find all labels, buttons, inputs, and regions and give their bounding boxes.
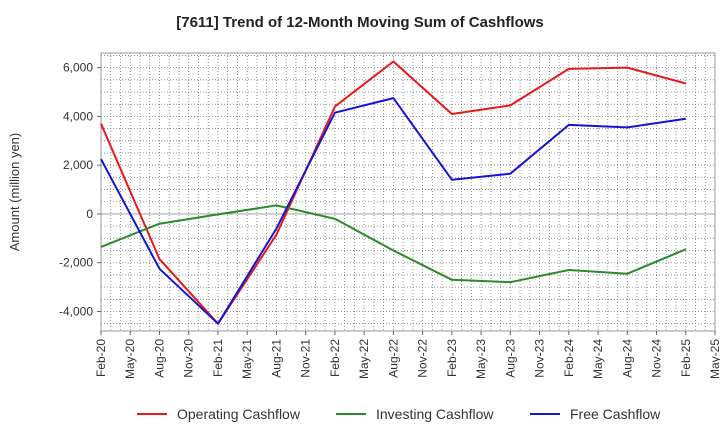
series-line-operating-cashflow: [100, 60, 687, 325]
x-tick-label: May-21: [240, 339, 254, 379]
y-tick-label: 4,000: [63, 109, 93, 123]
chart-title: [7611] Trend of 12-Month Moving Sum of C…: [176, 14, 544, 31]
x-tick-label: May-20: [123, 339, 137, 379]
y-tick-label: 0: [86, 207, 93, 221]
legend-label: Operating Cashflow: [177, 406, 301, 422]
plot-frame: [100, 52, 716, 332]
x-tick-label: Aug-23: [503, 339, 517, 378]
y-axis-label: Amount (million yen): [7, 133, 22, 252]
x-tick-label: Nov-20: [182, 339, 196, 378]
axes: 6,000 4,000 2,000 0 -2,000 -4,000 Feb-20 May-20…: [7, 52, 720, 379]
x-tick-label: Nov-24: [650, 339, 664, 378]
y-tick-label: -2,000: [59, 256, 93, 270]
x-tick-label: May-23: [474, 339, 488, 379]
x-tick-label: Feb-22: [328, 339, 342, 377]
y-tick-label: 2,000: [63, 158, 93, 172]
x-tick-label: May-25: [708, 339, 720, 379]
x-tick-label: May-22: [357, 339, 371, 379]
x-tick-label: Feb-23: [445, 339, 459, 377]
plot-background: [101, 53, 715, 331]
x-tick-label: Feb-24: [562, 339, 576, 377]
x-tick-label: Aug-22: [386, 339, 400, 378]
x-tick-label: Aug-21: [269, 339, 283, 378]
x-tick-label: Feb-21: [211, 339, 225, 377]
legend-label: Free Cashflow: [570, 406, 661, 422]
series-line-free-cashflow: [100, 97, 686, 325]
x-tick-label: May-24: [591, 339, 605, 379]
x-tick-label: Nov-22: [416, 339, 430, 378]
y-tick-label: 6,000: [63, 61, 93, 75]
x-tick-label: Aug-24: [620, 339, 634, 378]
legend-label: Investing Cashflow: [376, 406, 494, 422]
x-tick-label: Aug-20: [152, 339, 166, 378]
grid: [100, 53, 716, 331]
series-line-investing-cashflow: [100, 204, 687, 284]
series-lines: [100, 60, 687, 325]
x-tick-label: Nov-23: [533, 339, 547, 378]
x-tick-label: Feb-20: [94, 339, 108, 377]
y-tick-label: -4,000: [59, 304, 93, 318]
x-tick-label: Feb-25: [679, 339, 693, 377]
legend: Operating Cashflow Investing Cashflow Free…: [137, 406, 661, 422]
x-tick-label: Nov-21: [299, 339, 313, 378]
